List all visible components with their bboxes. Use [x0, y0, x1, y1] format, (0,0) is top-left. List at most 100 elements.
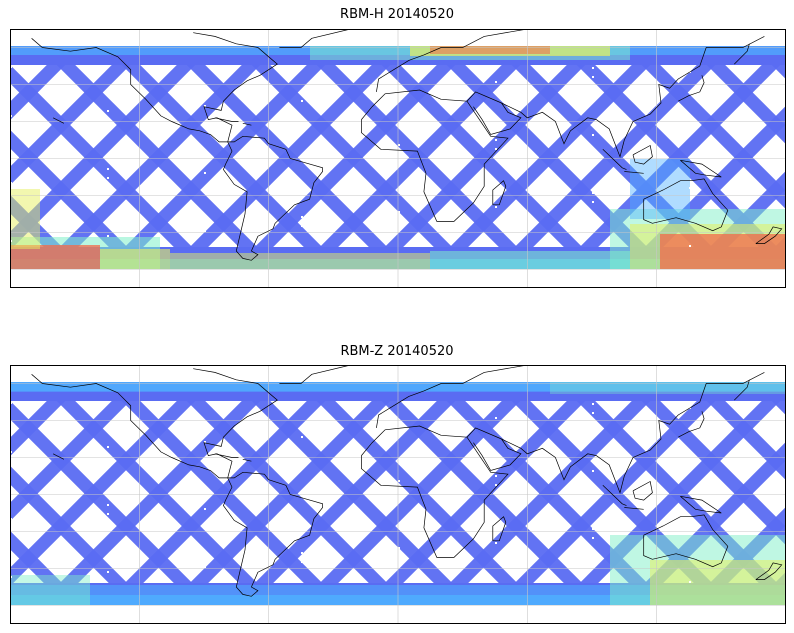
coastline: [680, 159, 722, 178]
map-frame: [10, 29, 786, 288]
coverage-gap: [204, 230, 206, 232]
coverage-gap: [398, 153, 400, 155]
gridline-layer: [10, 29, 786, 288]
swath-descending: [10, 465, 145, 605]
panel-title-rbm-h: RBM-H 20140520: [340, 7, 454, 22]
coastline: [643, 178, 729, 232]
coverage-gap: [301, 494, 303, 496]
coastline: [214, 453, 239, 458]
coverage-gap: [398, 431, 400, 433]
hotspot-atlantic-rise: [630, 159, 690, 219]
swath-layer: [10, 46, 786, 269]
coverage-gap: [301, 561, 303, 563]
coverage-gap: [398, 489, 400, 491]
coverage-gap: [301, 216, 303, 218]
coverage-gap: [107, 513, 109, 515]
coverage-gap: [204, 508, 206, 510]
swath-descending: [42, 46, 275, 269]
coverage-gap: [301, 436, 303, 438]
coastline: [492, 516, 507, 542]
coverage-gap: [495, 542, 497, 544]
swath-descending: [692, 46, 786, 145]
coastline: [755, 562, 783, 580]
coverage-gap: [398, 86, 400, 88]
coverage-gap: [495, 139, 497, 141]
coverage-gap: [592, 412, 594, 414]
coverage-gap: [107, 446, 109, 448]
hotspot-south-band: [170, 253, 430, 269]
coastline: [31, 368, 278, 479]
coverage-gap: [592, 201, 594, 203]
coastline: [31, 32, 278, 143]
hotspot-south-band-2: [430, 251, 630, 269]
coastline-layer: [31, 29, 783, 261]
coverage-gap: [592, 403, 594, 405]
coastline: [643, 514, 729, 568]
coverage-gap: [204, 499, 206, 501]
hotspot-north-east: [550, 382, 786, 394]
swath-descending: [367, 382, 600, 605]
coastline: [602, 149, 627, 170]
coverage-gap: [301, 552, 303, 554]
swath-descending: [172, 46, 405, 269]
coverage-gap: [689, 523, 691, 525]
coastline: [223, 471, 323, 597]
coastline: [223, 135, 323, 261]
coverage-gap: [107, 455, 109, 457]
coverage-gap: [301, 91, 303, 93]
coastline: [376, 29, 528, 92]
coverage-gap: [204, 566, 206, 568]
coastline: [214, 117, 239, 122]
swath-descending: [10, 129, 145, 269]
coverage-gap: [204, 163, 206, 165]
hotspot-north-pacific-hot: [430, 46, 550, 54]
coastline: [624, 171, 644, 174]
coastline: [376, 365, 528, 428]
coastline: [473, 438, 522, 471]
coverage-gap: [204, 221, 206, 223]
coverage-gap: [107, 177, 109, 179]
coverage-gap: [592, 134, 594, 136]
coverage-gap: [495, 475, 497, 477]
swath-descending: [172, 382, 405, 605]
coverage-gap: [204, 105, 206, 107]
coastline: [52, 117, 65, 124]
coverage-gap: [592, 537, 594, 539]
swath-descending: [42, 382, 275, 605]
coastline: [242, 458, 252, 462]
coastline: [279, 29, 351, 48]
coverage-gap: [592, 67, 594, 69]
coverage-gap: [689, 456, 691, 458]
swath-descending: [10, 530, 80, 605]
coverage-gap: [495, 148, 497, 150]
swath-descending: [237, 46, 470, 269]
coverage-gap: [398, 480, 400, 482]
coverage-gap: [398, 547, 400, 549]
coverage-gap: [107, 110, 109, 112]
swath-descending: [10, 400, 210, 605]
coverage-gap: [592, 76, 594, 78]
map-panel-rbm-h: [10, 29, 786, 288]
swath-ascending: [10, 46, 80, 121]
coastline: [466, 372, 765, 494]
coverage-gap: [204, 441, 206, 443]
coverage-gap: [689, 465, 691, 467]
coverage-gap: [689, 129, 691, 131]
swath-ascending: [10, 382, 80, 457]
coverage-gap: [592, 192, 594, 194]
swath-descending: [627, 382, 786, 546]
coastline: [279, 365, 351, 384]
coverage-gap: [495, 197, 497, 199]
coastline: [734, 43, 750, 65]
swath-descending: [302, 46, 535, 269]
coverage-gap: [495, 81, 497, 83]
coverage-gap: [495, 417, 497, 419]
hotspot-layer: [10, 46, 786, 269]
coastline: [466, 36, 765, 158]
hotspot-south-west-margin: [10, 189, 40, 249]
coverage-gap: [689, 581, 691, 583]
coastline: [755, 226, 783, 244]
coastline: [678, 75, 705, 102]
coverage-gap: [204, 172, 206, 174]
swath-descending: [367, 46, 600, 269]
